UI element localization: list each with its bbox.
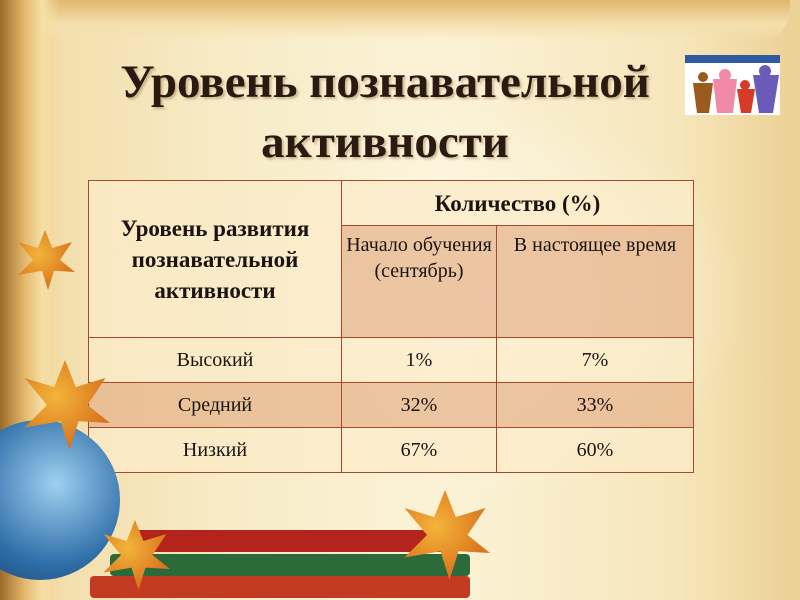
start-cell: 67% [341,427,497,473]
now-cell: 7% [496,337,694,383]
start-cell: 1% [341,337,497,383]
children-illustration [685,55,780,115]
activity-level-table: Уровень развития познавательной активнос… [88,180,694,473]
table-row: Средний 32% 33% [88,382,694,428]
table-row: Низкий 67% 60% [88,427,694,473]
now-cell: 33% [496,382,694,428]
slide-title: Уровень познавательной активности [120,56,650,168]
table-row: Высокий 1% 7% [88,337,694,383]
header-level: Уровень развития познавательной активнос… [88,180,342,338]
scroll-top-decoration [30,0,790,40]
now-cell: 60% [496,427,694,473]
books-decoration [70,510,470,600]
header-now: В настоящее время [496,225,694,338]
level-cell: Низкий [88,427,342,473]
level-cell: Высокий [88,337,342,383]
header-quantity: Количество (%) [341,180,694,226]
level-cell: Средний [88,382,342,428]
header-start: Начало обучения (сентябрь) [341,225,497,338]
start-cell: 32% [341,382,497,428]
